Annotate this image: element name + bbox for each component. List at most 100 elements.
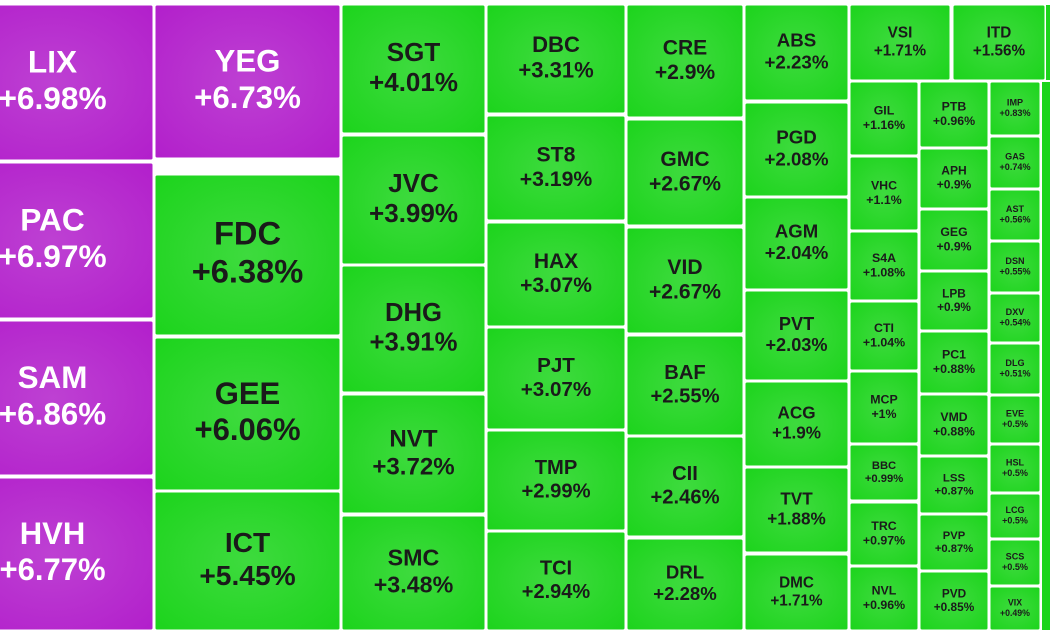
tile [0, 320, 154, 476]
tile [626, 436, 744, 537]
change-label: +0.88% [933, 424, 975, 438]
tile [486, 222, 626, 327]
ticker: LPB [942, 286, 966, 300]
change-label: +1.16% [863, 118, 905, 132]
change-label: +2.23% [764, 51, 828, 72]
ticker: DMC [779, 575, 814, 592]
ticker: VHC [871, 179, 897, 193]
ticker: GAS [1005, 152, 1025, 162]
ticker: DHG [385, 299, 442, 327]
tile [341, 394, 486, 514]
ticker: PVD [942, 586, 967, 600]
change-label: +2.03% [765, 335, 827, 355]
ticker: ITD [987, 25, 1012, 42]
ticker: ABS [777, 30, 817, 51]
ticker: SGT [387, 37, 441, 67]
ticker: TMP [535, 457, 578, 479]
ticker: NVL [872, 584, 897, 598]
tile [154, 174, 341, 336]
ticker: AGM [775, 221, 818, 242]
ticker: PTB [942, 100, 967, 114]
change-label: +3.91% [370, 329, 458, 357]
tile [341, 515, 486, 630]
ticker: BAF [664, 362, 706, 384]
ticker: VMD [940, 410, 967, 424]
tile [849, 4, 951, 81]
tile [849, 301, 919, 371]
ticker: ICT [225, 527, 270, 558]
ticker: TRC [871, 519, 896, 533]
ticker: GIL [874, 104, 895, 118]
tile [154, 491, 341, 630]
change-label: +4.01% [369, 67, 458, 97]
tile [744, 102, 849, 197]
change-label: +6.86% [0, 397, 106, 432]
tile [486, 531, 626, 630]
tile [989, 539, 1041, 586]
ticker: VID [667, 256, 702, 279]
change-label: +6.98% [0, 80, 107, 116]
ticker: CII [672, 463, 698, 485]
tile [341, 4, 486, 134]
tile [919, 81, 989, 148]
tile [989, 293, 1041, 343]
tile [919, 331, 989, 394]
change-label: +0.96% [933, 114, 975, 128]
ticker: CTI [874, 321, 894, 335]
ticker: DBC [532, 32, 580, 57]
change-label: +0.85% [934, 600, 975, 614]
ticker: IMP [1007, 98, 1023, 108]
change-label: +0.56% [999, 215, 1030, 225]
tile [626, 227, 744, 334]
change-label: +2.94% [522, 581, 591, 603]
change-label: +0.51% [999, 369, 1030, 379]
change-label: +3.72% [372, 453, 454, 480]
tile [0, 477, 154, 630]
change-label: +0.55% [999, 267, 1030, 277]
change-label: +2.08% [764, 148, 828, 169]
tile [154, 4, 341, 159]
change-label: +1.56% [973, 42, 1026, 59]
tile [626, 538, 744, 630]
change-label: +0.97% [863, 533, 905, 547]
change-label: +1% [871, 407, 896, 421]
ticker: ST8 [537, 143, 576, 166]
ticker: ACG [777, 403, 815, 423]
ticker: GEE [215, 376, 281, 411]
tile [952, 4, 1046, 81]
ticker: S4A [872, 251, 896, 265]
tile [626, 119, 744, 226]
change-label: +1.88% [767, 508, 826, 528]
change-label: +3.99% [369, 198, 458, 228]
change-label: +0.74% [999, 162, 1030, 172]
change-label: +0.96% [863, 598, 905, 612]
tile [849, 502, 919, 566]
change-label: +0.5% [1002, 468, 1028, 478]
tile [849, 156, 919, 231]
ticker: MCP [870, 393, 897, 407]
tile [849, 566, 919, 630]
ticker: YEG [215, 44, 281, 79]
ticker: FDC [214, 215, 281, 252]
ticker: DSN [1005, 256, 1024, 266]
tile [989, 81, 1041, 136]
change-label: +0.49% [1000, 608, 1030, 618]
change-label: +0.5% [1002, 562, 1028, 572]
change-label: +1.71% [770, 592, 823, 609]
tile [919, 394, 989, 456]
tile [989, 444, 1041, 493]
tile [744, 554, 849, 630]
ticker: PJT [537, 354, 575, 377]
ticker: CRE [663, 36, 708, 59]
tile [744, 290, 849, 381]
tile [919, 456, 989, 514]
change-label: +0.88% [933, 362, 975, 376]
change-label: +3.07% [521, 378, 591, 401]
ticker: PGD [776, 127, 817, 148]
change-label: +3.31% [518, 58, 594, 83]
sliver [1046, 5, 1050, 80]
change-label: +2.9% [655, 61, 716, 84]
tile [341, 265, 486, 393]
tile [849, 81, 919, 156]
